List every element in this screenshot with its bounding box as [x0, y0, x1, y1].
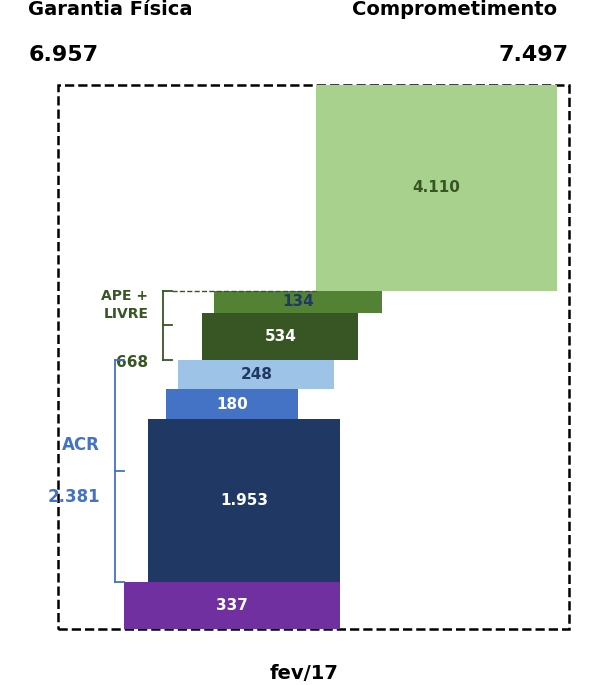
Bar [214, 291, 383, 312]
Text: fev/17: fev/17 [270, 664, 339, 683]
Text: Garantia Física: Garantia Física [28, 0, 193, 19]
Text: 668: 668 [116, 355, 148, 370]
Text: 337: 337 [216, 598, 248, 613]
Text: 7.497: 7.497 [499, 45, 569, 65]
Bar [166, 389, 298, 419]
Bar [58, 85, 569, 630]
Text: 180: 180 [217, 397, 248, 412]
Text: 1.953: 1.953 [220, 493, 268, 508]
Text: ACR: ACR [63, 436, 100, 454]
Bar [202, 312, 359, 360]
Text: Comprometimento: Comprometimento [352, 0, 558, 19]
Text: 4.110: 4.110 [413, 180, 460, 195]
Text: APE +
LIVRE: APE + LIVRE [101, 290, 148, 321]
Text: 534: 534 [265, 329, 297, 344]
Text: 2.381: 2.381 [48, 488, 100, 506]
Bar [148, 419, 340, 582]
Bar [178, 360, 335, 389]
Bar [124, 582, 340, 630]
Text: 248: 248 [240, 367, 273, 382]
Text: 6.957: 6.957 [28, 45, 98, 65]
Text: 134: 134 [282, 294, 314, 309]
Bar [316, 85, 556, 291]
